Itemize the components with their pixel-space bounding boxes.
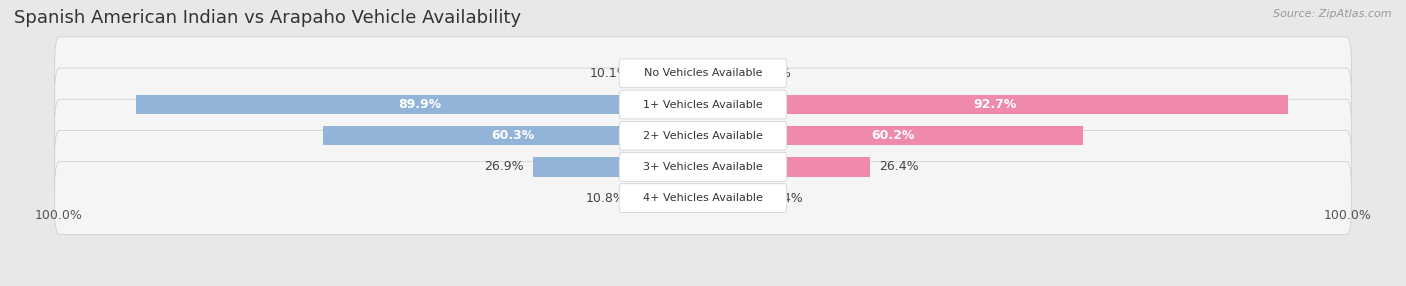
Text: 10.1%: 10.1% [591, 67, 630, 80]
Text: 60.3%: 60.3% [491, 129, 534, 142]
Bar [640, 64, 703, 83]
Bar [703, 188, 762, 208]
FancyBboxPatch shape [55, 162, 1351, 235]
Text: Spanish American Indian vs Arapaho Vehicle Availability: Spanish American Indian vs Arapaho Vehic… [14, 9, 522, 27]
FancyBboxPatch shape [619, 90, 787, 119]
Text: 10.8%: 10.8% [585, 192, 626, 204]
Text: 4+ Vehicles Available: 4+ Vehicles Available [643, 193, 763, 203]
Bar [703, 126, 1083, 145]
Bar [533, 157, 703, 176]
Text: 100.0%: 100.0% [1323, 208, 1372, 222]
Bar [636, 188, 703, 208]
Bar [322, 126, 703, 145]
FancyBboxPatch shape [55, 68, 1351, 141]
FancyBboxPatch shape [55, 99, 1351, 172]
Text: 60.2%: 60.2% [872, 129, 914, 142]
FancyBboxPatch shape [619, 184, 787, 212]
FancyBboxPatch shape [619, 59, 787, 88]
Text: 26.9%: 26.9% [484, 160, 524, 173]
Bar [136, 95, 703, 114]
FancyBboxPatch shape [619, 121, 787, 150]
Bar [703, 95, 1288, 114]
Text: 3+ Vehicles Available: 3+ Vehicles Available [643, 162, 763, 172]
Bar [703, 157, 869, 176]
FancyBboxPatch shape [619, 152, 787, 181]
Text: 9.4%: 9.4% [772, 192, 803, 204]
Text: 2+ Vehicles Available: 2+ Vehicles Available [643, 131, 763, 141]
Text: 1+ Vehicles Available: 1+ Vehicles Available [643, 100, 763, 110]
FancyBboxPatch shape [55, 37, 1351, 110]
Text: 92.7%: 92.7% [974, 98, 1017, 111]
Text: 89.9%: 89.9% [398, 98, 441, 111]
FancyBboxPatch shape [55, 130, 1351, 203]
Text: Source: ZipAtlas.com: Source: ZipAtlas.com [1274, 9, 1392, 19]
Bar [703, 64, 749, 83]
Text: 100.0%: 100.0% [34, 208, 83, 222]
Text: 7.4%: 7.4% [759, 67, 792, 80]
Text: 26.4%: 26.4% [879, 160, 918, 173]
Text: No Vehicles Available: No Vehicles Available [644, 68, 762, 78]
